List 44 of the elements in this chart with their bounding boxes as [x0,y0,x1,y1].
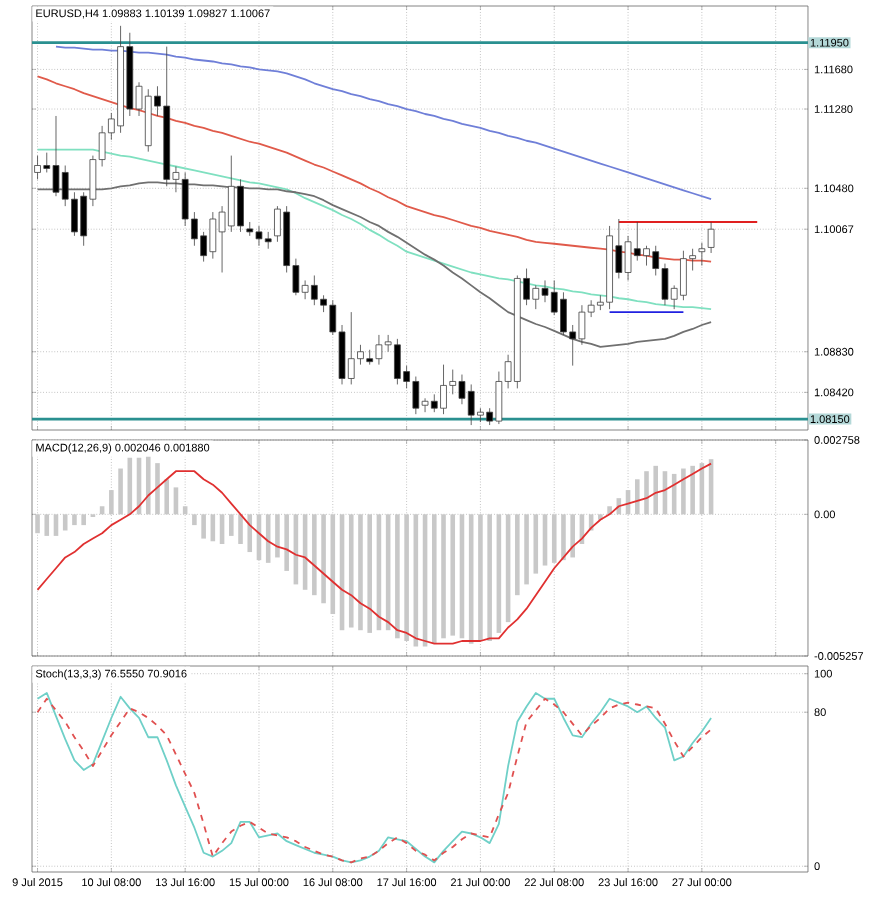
bar [229,514,234,536]
bar [118,468,123,515]
bar [238,514,243,544]
bar [478,514,483,641]
bar [681,468,686,515]
bar [441,514,446,639]
bar [524,514,529,585]
bar [201,514,206,539]
bar [247,514,253,553]
bar [109,490,114,515]
bar [561,514,566,561]
bar [431,514,437,644]
bar [192,514,197,526]
candlestick [698,242,706,266]
bar [35,514,40,534]
bar [155,463,160,515]
bar [570,514,575,558]
bar [284,514,289,571]
bar [265,514,271,563]
bar [44,514,50,536]
bar [348,514,354,628]
bar [81,514,86,526]
bar [487,514,492,641]
bar [321,514,326,604]
bar [62,514,68,531]
bar [644,471,649,515]
bar [515,514,520,596]
bar [404,514,409,641]
bar [533,514,539,574]
bar [634,479,640,515]
bar [358,514,363,631]
bar [275,514,280,558]
bar [653,465,659,515]
bar [551,514,557,563]
bar [312,514,317,596]
candlestick [707,221,715,254]
bar [72,514,77,526]
bar [450,514,456,636]
bar [690,465,695,515]
bar [330,514,336,615]
bar [367,514,372,633]
bar [164,479,170,515]
bar [145,455,151,515]
bar [395,514,400,639]
